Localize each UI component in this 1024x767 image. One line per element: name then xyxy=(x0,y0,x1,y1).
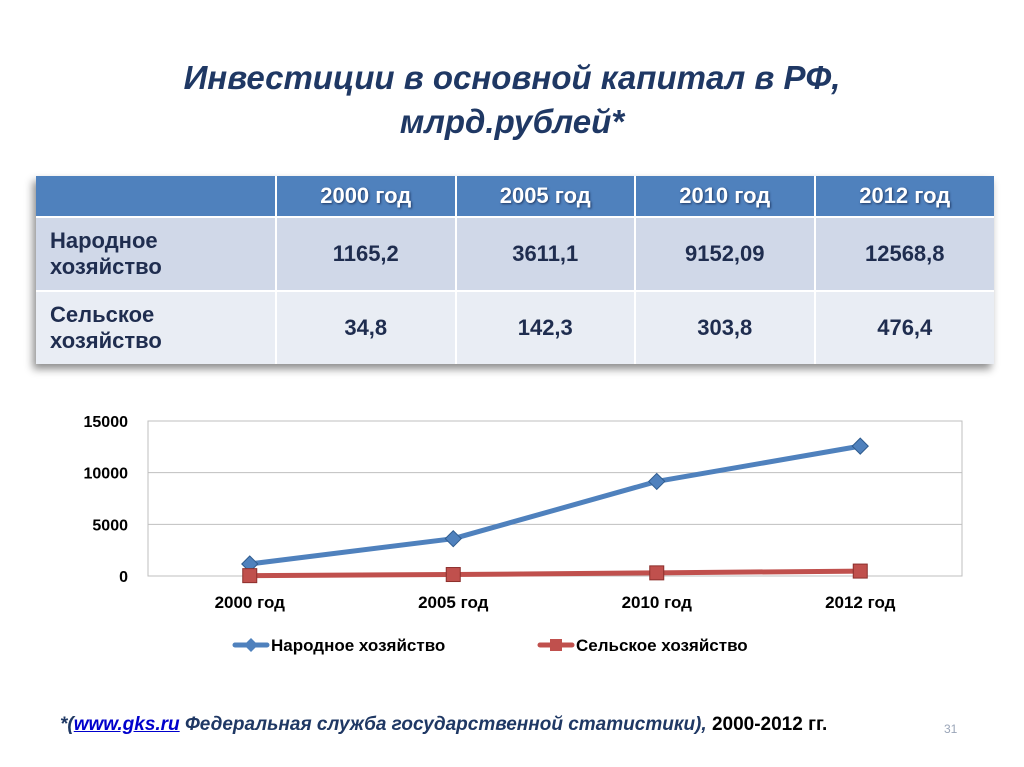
table-cell: 9152,09 xyxy=(634,216,815,291)
data-point xyxy=(851,437,869,455)
table-cell: 1165,2 xyxy=(275,216,456,291)
series-line xyxy=(247,568,863,579)
data-point xyxy=(649,565,665,581)
data-point xyxy=(852,563,868,579)
row-label-line-2: хозяйство xyxy=(50,254,162,279)
footnote-prefix: *( xyxy=(60,714,74,735)
y-tick-label: 15000 xyxy=(84,414,129,431)
footnote-text: Федеральная служба государственной стати… xyxy=(179,714,707,735)
x-tick-label: 2000 год xyxy=(215,593,286,612)
table-header-2000: 2000 год xyxy=(275,176,456,217)
table-cell: 142,3 xyxy=(454,290,635,364)
data-point xyxy=(648,472,666,491)
source-footnote: *(www.gks.ru Федеральная служба государс… xyxy=(60,714,1000,736)
table-cell: 476,4 xyxy=(813,290,994,364)
row-label-line-1: Сельское xyxy=(50,302,155,327)
table-header-2005: 2005 год xyxy=(454,176,635,217)
data-point xyxy=(444,529,462,548)
data-point xyxy=(445,567,461,583)
table-row: Народное хозяйство 1165,2 3611,1 9152,09… xyxy=(36,216,994,291)
table-header-row: 2000 год 2005 год 2010 год 2012 год xyxy=(36,176,994,217)
row-label-line-2: хозяйство xyxy=(50,328,162,353)
row-label: Сельское хозяйство xyxy=(36,290,276,364)
legend-label: Сельское хозяйство xyxy=(576,636,748,655)
source-link[interactable]: www.gks.ru xyxy=(73,714,180,735)
page-title: Инвестиции в основной капитал в РФ, млрд… xyxy=(0,56,1024,144)
investment-table: 2000 год 2005 год 2010 год 2012 год Наро… xyxy=(36,176,994,364)
plot-area-border xyxy=(147,420,963,577)
legend-label: Народное хозяйство xyxy=(271,636,445,655)
table-header-2010: 2010 год xyxy=(634,176,815,217)
y-tick-label: 10000 xyxy=(84,466,129,483)
footnote-years: 2000-2012 гг. xyxy=(706,714,828,735)
table-cell: 3611,1 xyxy=(454,216,635,291)
x-tick-label: 2010 год xyxy=(622,593,693,612)
title-line-1: Инвестиции в основной капитал в РФ, xyxy=(183,59,841,96)
table-header-2012: 2012 год xyxy=(813,176,994,217)
y-tick-label: 0 xyxy=(119,569,128,586)
investment-line-chart: 15000 10000 5000 0 2000 год 2005 год 2010 год 2… xyxy=(84,414,963,655)
series-line xyxy=(247,443,863,567)
table-cell: 34,8 xyxy=(275,290,456,364)
x-tick-label: 2005 год xyxy=(418,593,489,612)
title-line-2: млрд.рублей* xyxy=(399,103,625,140)
legend-marker xyxy=(244,638,258,652)
data-point xyxy=(242,568,258,584)
x-tick-label: 2012 год xyxy=(825,593,896,612)
table-cell: 303,8 xyxy=(634,290,815,364)
page-number: 31 xyxy=(944,722,958,736)
y-tick-label: 5000 xyxy=(92,517,128,534)
table-header-corner xyxy=(36,176,276,217)
row-label-line-1: Народное xyxy=(50,228,158,253)
table-row: Сельское хозяйство 34,8 142,3 303,8 476,… xyxy=(36,290,994,364)
legend-marker xyxy=(550,639,562,651)
table-cell: 12568,8 xyxy=(813,216,994,291)
row-label: Народное хозяйство xyxy=(36,216,276,291)
